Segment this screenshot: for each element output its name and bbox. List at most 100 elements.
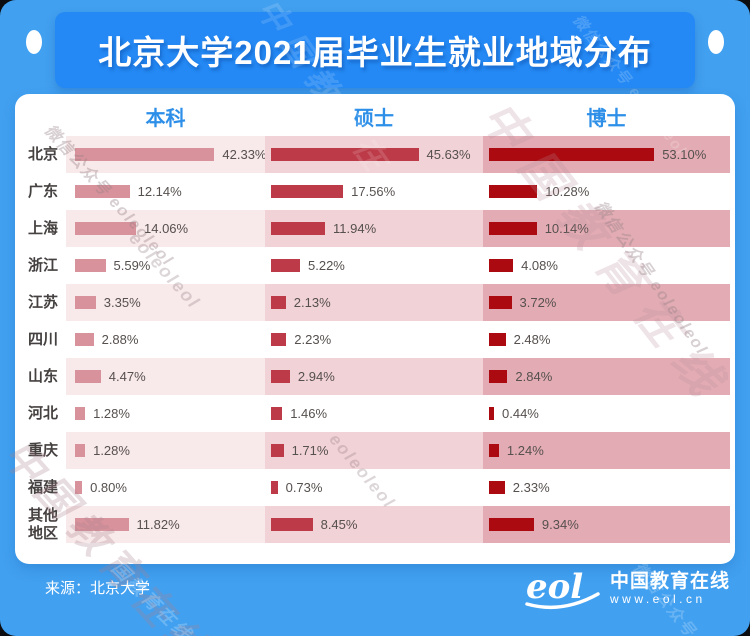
cell-博士: 1.24%	[483, 432, 730, 469]
column-header-1: 本科	[145, 108, 186, 130]
banner-pin-left-icon	[26, 30, 42, 54]
bar-value: 2.13%	[293, 295, 331, 310]
bar	[489, 259, 514, 272]
cell-本科: 1.28%	[66, 395, 265, 432]
bar	[75, 296, 96, 309]
table-row: 河北 1.28% 1.46% 0.44%	[15, 395, 735, 432]
bar-value: 2.23%	[294, 332, 332, 347]
bar-value: 11.94%	[333, 221, 377, 236]
bar	[75, 222, 136, 235]
cell-博士: 0.44%	[483, 395, 730, 432]
bar	[489, 296, 512, 309]
bar-value: 10.14%	[544, 221, 589, 236]
bar	[271, 148, 419, 161]
column-header-2: 硕士	[354, 108, 394, 130]
bar-value: 2.33%	[512, 480, 550, 495]
svg-text:eol: eol	[526, 567, 583, 607]
cell-本科: 5.59%	[66, 247, 265, 284]
cell-本科: 12.14%	[66, 173, 265, 210]
table-row: 上海 14.06% 11.94% 10.14%	[15, 210, 735, 247]
eol-logo-icon: eol	[525, 567, 600, 610]
bar-value: 1.24%	[506, 443, 544, 458]
bar-value: 53.10%	[662, 147, 707, 162]
bar-value: 8.45%	[320, 517, 358, 532]
table-row: 福建 0.80% 0.73% 2.33%	[15, 469, 735, 506]
bar	[75, 148, 215, 161]
bar-value: 3.72%	[519, 295, 557, 310]
row-label: 山东	[28, 367, 59, 385]
cell-博士: 10.14%	[483, 210, 730, 247]
row-label: 北京	[28, 145, 59, 163]
bar	[271, 444, 284, 457]
bar-value: 0.44%	[502, 406, 539, 421]
row-label: 河北	[28, 404, 59, 422]
bar	[271, 370, 290, 383]
table-row: 重庆 1.28% 1.71% 1.24%	[15, 432, 735, 469]
table-row: 四川 2.88% 2.23% 2.48%	[15, 321, 735, 358]
bar	[489, 333, 506, 346]
bar	[489, 407, 494, 420]
bar-value: 2.84%	[515, 369, 553, 384]
cell-本科: 0.80%	[66, 469, 265, 506]
bar	[75, 481, 83, 494]
bar-value: 0.80%	[90, 480, 127, 495]
cell-博士: 2.48%	[483, 321, 730, 358]
bar-value: 45.63%	[426, 147, 471, 162]
bar-value: 4.08%	[521, 258, 558, 273]
brand-name: 中国教育在线	[609, 571, 730, 593]
cell-本科: 4.47%	[66, 358, 265, 395]
cell-本科: 3.35%	[66, 284, 265, 321]
bar-value: 3.35%	[103, 295, 141, 310]
row-label: 福建	[28, 478, 59, 496]
table-row: 广东 12.14% 17.56% 10.28%	[15, 173, 735, 210]
bar-value: 1.46%	[290, 406, 328, 421]
bar-value: 42.33%	[222, 147, 267, 162]
bar-value: 12.14%	[137, 184, 182, 199]
row-label: 江苏	[28, 293, 59, 311]
cell-硕士: 2.23%	[265, 321, 483, 358]
title-banner: 北京大学2021届毕业生就业地域分布	[55, 12, 695, 88]
bar-value: 1.71%	[291, 443, 329, 458]
cell-博士: 9.34%	[483, 506, 730, 543]
cell-本科: 1.28%	[66, 432, 265, 469]
banner-pin-right-icon	[708, 30, 724, 54]
table-row: 其他地区 11.82% 8.45% 9.34%	[15, 506, 735, 543]
bar-value: 5.22%	[308, 258, 345, 273]
bar-value: 11.82%	[136, 517, 180, 532]
bar-value: 0.73%	[285, 480, 323, 495]
bar	[271, 222, 325, 235]
bar	[489, 481, 505, 494]
bar-value: 1.28%	[93, 443, 130, 458]
cell-博士: 2.33%	[483, 469, 730, 506]
bar	[271, 333, 287, 346]
cell-硕士: 2.94%	[265, 358, 483, 395]
row-label: 浙江	[28, 256, 59, 274]
bar	[271, 296, 286, 309]
row-label: 四川	[28, 330, 59, 348]
bar-value: 17.56%	[351, 184, 396, 199]
bar	[75, 444, 86, 457]
cell-本科: 14.06%	[66, 210, 265, 247]
source-note: 来源：北京大学	[45, 580, 151, 597]
cell-硕士: 1.46%	[265, 395, 483, 432]
cell-硕士: 5.22%	[265, 247, 483, 284]
cell-硕士: 45.63%	[265, 136, 483, 173]
bar-value: 14.06%	[144, 221, 189, 236]
bar-value: 2.88%	[101, 332, 139, 347]
cell-博士: 4.08%	[483, 247, 730, 284]
cell-硕士: 8.45%	[265, 506, 483, 543]
bar	[489, 518, 534, 531]
chart-rows: 北京 42.33% 45.63% 53.10% 广东 12.14% 17.56% 10.28%…	[15, 136, 735, 543]
bar-value: 10.28%	[545, 184, 590, 199]
bar	[489, 148, 655, 161]
cell-博士: 10.28%	[483, 173, 730, 210]
bar	[489, 185, 538, 198]
page-title: 北京大学2021届毕业生就业地域分布	[98, 34, 652, 71]
bar	[75, 407, 86, 420]
bar	[271, 259, 300, 272]
cell-本科: 42.33%	[66, 136, 267, 173]
bar-value: 2.48%	[513, 332, 551, 347]
cell-本科: 2.88%	[66, 321, 265, 358]
row-label: 上海	[28, 219, 59, 237]
bar-value: 2.94%	[297, 369, 335, 384]
